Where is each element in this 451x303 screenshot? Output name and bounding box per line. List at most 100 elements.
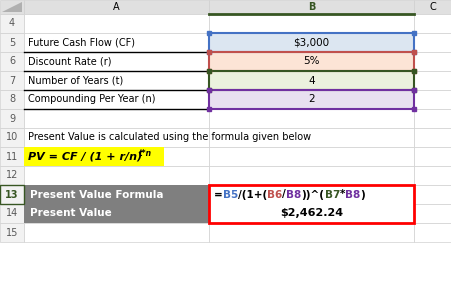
Bar <box>208 52 413 71</box>
Bar <box>0 90 24 109</box>
Text: B8: B8 <box>285 189 301 199</box>
Text: 2: 2 <box>308 95 314 105</box>
Text: 9: 9 <box>9 114 15 124</box>
Bar <box>24 204 208 223</box>
Text: 5: 5 <box>9 38 15 48</box>
Bar <box>24 128 208 147</box>
Bar <box>413 128 451 147</box>
Bar <box>0 147 24 166</box>
Bar <box>413 71 451 90</box>
Bar <box>208 185 413 204</box>
Text: C: C <box>428 2 435 12</box>
Bar <box>208 204 413 223</box>
Bar <box>208 166 413 185</box>
Text: 10: 10 <box>6 132 18 142</box>
Text: Present Value: Present Value <box>30 208 111 218</box>
Text: 4: 4 <box>9 18 15 28</box>
Bar <box>0 185 24 204</box>
Bar <box>0 166 24 185</box>
Bar <box>208 0 413 14</box>
Bar <box>0 52 24 71</box>
Bar <box>413 109 451 128</box>
Bar <box>208 52 413 71</box>
Text: B8: B8 <box>345 189 360 199</box>
Text: 7: 7 <box>9 75 15 85</box>
Text: B5: B5 <box>222 189 238 199</box>
Bar <box>208 71 413 90</box>
Text: B6: B6 <box>267 189 282 199</box>
Bar <box>24 204 208 223</box>
Bar <box>208 204 413 223</box>
Bar <box>0 109 24 128</box>
Text: ): ) <box>360 189 364 199</box>
Bar <box>208 33 413 52</box>
Text: /(1+(: /(1+( <box>238 189 267 199</box>
Bar <box>413 185 451 204</box>
Bar <box>413 166 451 185</box>
Bar <box>24 52 208 71</box>
Bar <box>413 204 451 223</box>
Bar <box>208 90 413 109</box>
Bar <box>208 90 413 109</box>
Bar <box>24 109 208 128</box>
Bar <box>208 90 413 109</box>
Text: $2,462.24: $2,462.24 <box>279 208 342 218</box>
Bar <box>24 147 208 166</box>
Text: /: / <box>282 189 285 199</box>
Bar <box>0 71 24 90</box>
Text: 8: 8 <box>9 95 15 105</box>
Bar <box>208 14 413 33</box>
Text: 4: 4 <box>308 75 314 85</box>
Text: 15: 15 <box>6 228 18 238</box>
Text: $3,000: $3,000 <box>293 38 329 48</box>
Bar <box>0 185 24 204</box>
Bar <box>0 0 24 14</box>
Text: 12: 12 <box>6 171 18 181</box>
Bar <box>24 0 208 14</box>
Text: 14: 14 <box>6 208 18 218</box>
Bar <box>24 185 208 204</box>
Text: Number of Years (t): Number of Years (t) <box>28 75 123 85</box>
Bar <box>24 223 208 242</box>
Text: Present Value Formula: Present Value Formula <box>30 189 163 199</box>
Bar <box>24 166 208 185</box>
Bar <box>413 0 451 14</box>
Bar <box>208 52 413 71</box>
Bar <box>0 223 24 242</box>
Bar <box>208 128 413 147</box>
Bar <box>24 33 208 52</box>
Bar <box>413 52 451 71</box>
Bar <box>0 14 24 33</box>
Bar <box>208 147 413 166</box>
Text: Future Cash Flow (CF): Future Cash Flow (CF) <box>28 38 135 48</box>
Text: =: = <box>213 189 222 199</box>
Text: 13: 13 <box>6 189 18 199</box>
Text: 6: 6 <box>9 56 15 66</box>
Bar <box>208 33 413 52</box>
Bar <box>208 185 413 204</box>
Text: t*n: t*n <box>139 148 152 158</box>
Bar <box>208 185 413 223</box>
Bar <box>413 147 451 166</box>
Bar <box>208 71 413 90</box>
Text: 5%: 5% <box>303 56 319 66</box>
Bar <box>0 33 24 52</box>
Bar <box>208 109 413 128</box>
Text: Compounding Per Year (n): Compounding Per Year (n) <box>28 95 155 105</box>
Bar <box>413 90 451 109</box>
Bar <box>24 90 208 109</box>
Bar <box>0 128 24 147</box>
Polygon shape <box>2 2 22 12</box>
Bar <box>208 71 413 90</box>
Text: Discount Rate (r): Discount Rate (r) <box>28 56 111 66</box>
Text: B: B <box>307 2 314 12</box>
Bar <box>208 223 413 242</box>
Text: B7: B7 <box>324 189 339 199</box>
Text: A: A <box>113 2 120 12</box>
Bar <box>413 223 451 242</box>
Bar <box>413 14 451 33</box>
Bar <box>0 204 24 223</box>
Bar <box>24 14 208 33</box>
Bar <box>24 71 208 90</box>
Text: 13: 13 <box>5 189 18 199</box>
